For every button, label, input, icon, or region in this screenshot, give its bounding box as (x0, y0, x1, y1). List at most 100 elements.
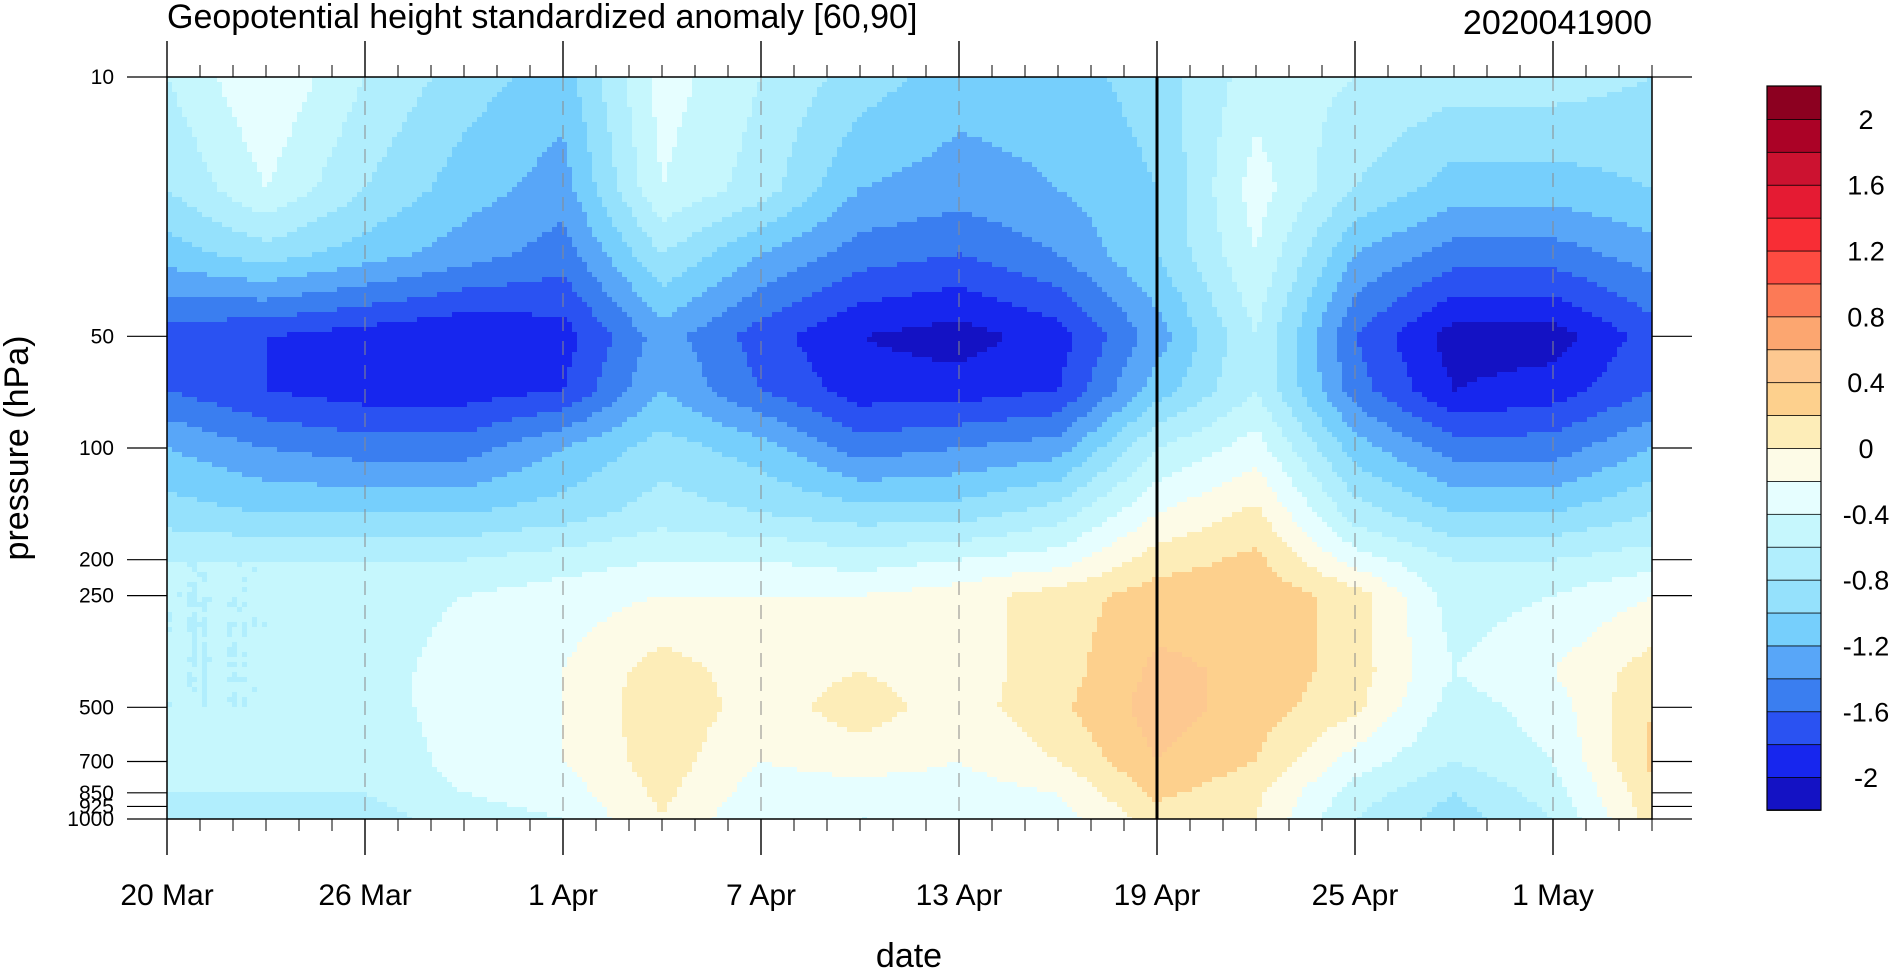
contour-cell (707, 122, 713, 128)
contour-cell (1327, 77, 1333, 83)
contour-cell (1557, 117, 1563, 123)
contour-cell (647, 92, 653, 98)
contour-cell (1107, 122, 1113, 128)
contour-cell (277, 147, 283, 153)
contour-cell (937, 142, 943, 148)
contour-cell (627, 92, 633, 98)
contour-cell (602, 87, 608, 93)
contour-cell (517, 152, 523, 158)
contour-cell (1397, 152, 1403, 158)
contour-cell (1112, 77, 1118, 83)
contour-cell (497, 112, 503, 118)
contour-cell (917, 122, 923, 128)
contour-cell (1262, 147, 1268, 153)
contour-cell (407, 87, 413, 93)
contour-cell (407, 142, 413, 148)
contour-cell (727, 82, 733, 88)
contour-cell (1522, 152, 1528, 158)
contour-cell (202, 87, 208, 93)
contour-cell (422, 92, 428, 98)
contour-cell (1347, 122, 1353, 128)
contour-cell (1047, 132, 1053, 138)
contour-cell (1357, 152, 1363, 158)
contour-cell (1107, 147, 1113, 153)
contour-cell (752, 97, 758, 103)
contour-cell (617, 142, 623, 148)
contour-cell (1077, 92, 1083, 98)
contour-cell (1052, 147, 1058, 153)
contour-cell (277, 87, 283, 93)
contour-cell (252, 152, 258, 158)
contour-cell (787, 157, 793, 163)
contour-cell (1237, 157, 1243, 163)
contour-cell (1032, 97, 1038, 103)
contour-cell (277, 112, 283, 118)
contour-cell (522, 152, 528, 158)
contour-cell (232, 77, 238, 83)
contour-cell (667, 147, 673, 153)
contour-cell (1382, 132, 1388, 138)
contour-cell (972, 142, 978, 148)
contour-cell (1587, 137, 1593, 143)
contour-cell (767, 92, 773, 98)
contour-cell (1412, 152, 1418, 158)
contour-cell (1267, 157, 1273, 163)
contour-cell (697, 152, 703, 158)
contour-cell (1627, 152, 1633, 158)
contour-cell (1237, 107, 1243, 113)
contour-cell (1207, 92, 1213, 98)
contour-cell (987, 137, 993, 143)
contour-cell (857, 112, 863, 118)
contour-cell (282, 97, 288, 103)
contour-cell (1122, 137, 1128, 143)
contour-cell (1077, 77, 1083, 83)
contour-cell (1077, 127, 1083, 133)
contour-cell (307, 157, 313, 163)
contour-cell (592, 122, 598, 128)
contour-cell (792, 117, 798, 123)
contour-cell (562, 122, 568, 128)
contour-cell (772, 142, 778, 148)
contour-cell (1157, 117, 1163, 123)
contour-cell (1347, 102, 1353, 108)
contour-cell (1362, 132, 1368, 138)
contour-cell (1477, 112, 1483, 118)
contour-cell (1627, 97, 1633, 103)
contour-cell (697, 112, 703, 118)
contour-cell (1087, 112, 1093, 118)
contour-cell (377, 102, 383, 108)
contour-cell (1497, 77, 1503, 83)
contour-cell (1422, 137, 1428, 143)
contour-cell (1337, 107, 1343, 113)
contour-cell (372, 157, 378, 163)
contour-cell (1177, 127, 1183, 133)
contour-cell (1072, 87, 1078, 93)
contour-cell (1172, 157, 1178, 163)
contour-cell (892, 122, 898, 128)
contour-cell (522, 87, 528, 93)
contour-cell (532, 142, 538, 148)
contour-cell (1322, 137, 1328, 143)
contour-cell (1452, 107, 1458, 113)
contour-cell (1252, 157, 1258, 163)
contour-cell (997, 137, 1003, 143)
contour-cell (657, 137, 663, 143)
contour-cell (547, 142, 553, 148)
contour-cell (577, 102, 583, 108)
contour-cell (927, 152, 933, 158)
contour-cell (1557, 152, 1563, 158)
contour-cell (1122, 87, 1128, 93)
contour-cell (937, 102, 943, 108)
contour-cell (692, 92, 698, 98)
contour-cell (337, 147, 343, 153)
contour-cell (1107, 97, 1113, 103)
contour-cell (1047, 142, 1053, 148)
contour-cell (1167, 87, 1173, 93)
contour-cell (442, 132, 448, 138)
contour-cell (557, 87, 563, 93)
contour-cell (912, 107, 918, 113)
contour-cell (1437, 122, 1443, 128)
contour-cell (1037, 97, 1043, 103)
contour-cell (1277, 152, 1283, 158)
contour-cell (1082, 87, 1088, 93)
